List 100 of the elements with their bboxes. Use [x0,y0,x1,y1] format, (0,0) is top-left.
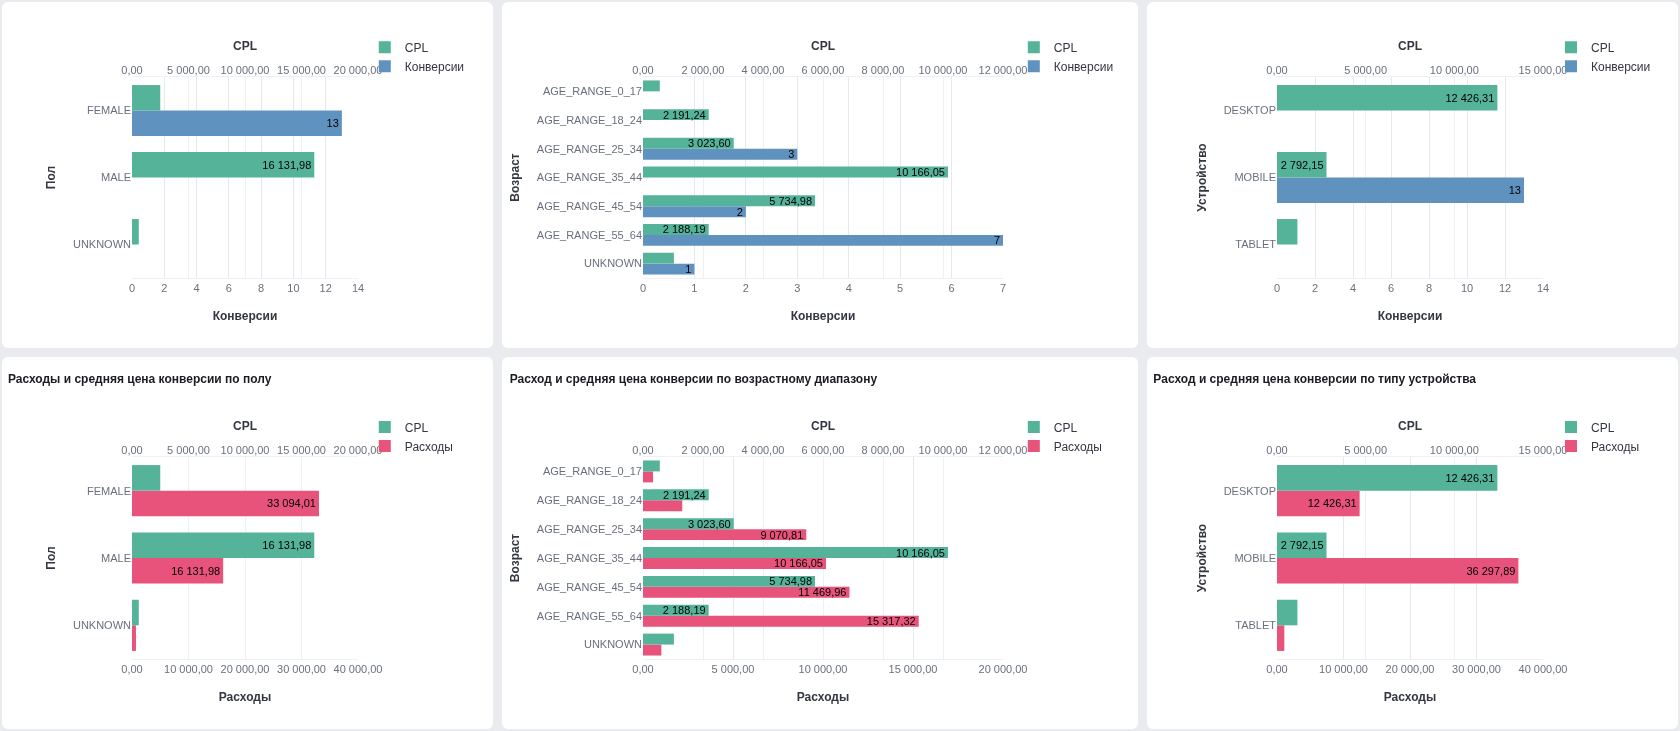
x2-tick-label: 10 000,00 [220,443,270,456]
y-axis-title: Пол [44,546,59,570]
x-tick-label: 0,00 [1266,663,1288,676]
y-tick-label: MALE [101,551,131,564]
x2-axis-title: CPL [1398,419,1422,434]
x2-tick-label: 0,00 [632,443,654,456]
x-tick-label: 20 000,00 [978,663,1028,676]
x2-tick-label: 0,00 [121,443,143,456]
chart-title: Расход и средняя цена конверсии по возрастному диапазону [509,372,878,387]
x2-axis-title: CPL [811,39,835,54]
data-label: 15 317,32 [866,615,916,628]
y-tick-label: FEMALE [86,104,131,117]
y-axis-title: Пол [44,165,59,190]
x2-tick-label: 10 000,00 [918,63,968,76]
y-tick-label: AGE_RANGE_25_34 [536,522,642,535]
data-label: 2 191,24 [662,488,706,501]
x2-tick-label: 10 000,00 [220,63,270,76]
x-tick-label: 0 [128,282,136,295]
legend-label: CPL [404,420,429,435]
x2-tick-label: 0,00 [632,63,654,76]
x-tick-label: 6 [1387,282,1395,295]
x2-tick-label: 5 000,00 [1344,443,1388,456]
x2-tick-label: 2 000,00 [681,443,725,456]
data-label: 9 070,81 [760,528,804,541]
data-label: 2 [736,205,743,218]
x-tick-label: 4 [845,282,852,295]
x-tick-label: 10 000,00 [164,663,213,676]
y-tick-label: UNKNOWN [72,238,132,251]
x-tick-label: 14 [351,282,365,295]
data-label: 2 188,19 [662,223,706,236]
data-label: 2 188,19 [662,604,706,617]
x2-tick-label: 0,00 [1266,443,1288,456]
x2-axis-title: CPL [1398,39,1422,54]
y-tick-label: AGE_RANGE_55_64 [536,228,642,241]
x2-tick-label: 6 000,00 [801,63,845,76]
legend-label: Конверсии [404,59,465,74]
legend-label: CPL [1053,40,1078,55]
y-tick-label: AGE_RANGE_55_64 [536,609,642,622]
x-tick-label: 5 000,00 [711,663,755,676]
x2-tick-label: 5 000,00 [167,443,210,456]
x-tick-label: 4 [1349,282,1357,295]
data-label: 10 166,05 [896,166,945,179]
y-tick-label: MOBILE [1234,171,1276,184]
x-tick-label: 40 000,00 [1518,663,1568,676]
y-tick-label: AGE_RANGE_0_17 [542,85,642,98]
x-tick-label: 20 000,00 [220,663,270,676]
x-tick-label: 3 [794,282,801,295]
x-tick-label: 10 [1460,282,1474,295]
data-label: 2 792,15 [1280,158,1324,171]
legend-label: Расходы [404,439,453,454]
chart-title: Расходы и средняя цена конверсии по полу [7,372,272,387]
legend-label: Расходы [1590,439,1640,454]
x-tick-label: 0,00 [632,663,654,676]
x2-tick-label: 4 000,00 [741,63,785,76]
x-tick-label: 40 000,00 [333,663,383,676]
x-tick-label: 8 [1425,282,1433,295]
data-label: 1 [685,263,692,276]
x2-tick-label: 12 000,00 [978,63,1028,76]
data-label: 11 469,96 [798,586,847,599]
y-tick-label: DESKTOP [1223,104,1276,117]
x-tick-label: 2 [742,282,749,295]
x-tick-label: 1 [691,282,698,295]
data-label: 3 [788,148,795,161]
legend-label: CPL [1590,40,1615,55]
data-label: 10 166,05 [896,546,945,559]
chart-title: Расход и средняя цена конверсии по типу устройства [1153,372,1477,387]
legend-label: Конверсии [1053,59,1114,74]
x2-tick-label: 8 000,00 [861,63,905,76]
x-axis-title: Расходы [796,690,850,705]
data-label: 13 [326,117,339,130]
legend-label: Конверсии [1590,59,1651,74]
data-label: 12 426,31 [1445,91,1495,104]
y-tick-label: AGE_RANGE_45_54 [536,580,642,593]
legend-label: Расходы [1053,439,1102,454]
legend-label: CPL [404,40,429,55]
x-tick-label: 0,00 [121,663,143,676]
x-tick-label: 6 [948,282,955,295]
x-axis-title: Конверсии [1377,309,1443,324]
y-tick-label: MALE [101,171,131,184]
y-tick-label: TABLET [1235,619,1277,632]
x-axis-title: Расходы [218,690,272,705]
data-label: 2 191,24 [662,108,706,121]
data-label: 10 166,05 [774,557,823,570]
x-tick-label: 12 [1498,282,1512,295]
x-tick-label: 6 [225,282,232,295]
x-tick-label: 10 000,00 [1319,663,1368,676]
data-label: 12 426,31 [1445,471,1495,484]
data-label: 12 426,31 [1307,497,1357,510]
data-label: 5 734,98 [769,194,813,207]
y-axis-title: Устройство [1194,523,1209,593]
x2-tick-label: 0,00 [121,63,143,76]
x2-tick-label: 5 000,00 [1344,63,1388,76]
y-tick-label: AGE_RANGE_18_24 [536,113,642,126]
y-tick-label: DESKTOP [1223,484,1276,497]
x2-tick-label: 10 000,00 [1429,443,1479,456]
x-tick-label: 0 [1273,282,1281,295]
y-tick-label: UNKNOWN [583,638,643,651]
x-tick-label: 2 [1311,282,1319,295]
y-tick-label: FEMALE [86,484,131,497]
x-tick-label: 5 [897,282,904,295]
